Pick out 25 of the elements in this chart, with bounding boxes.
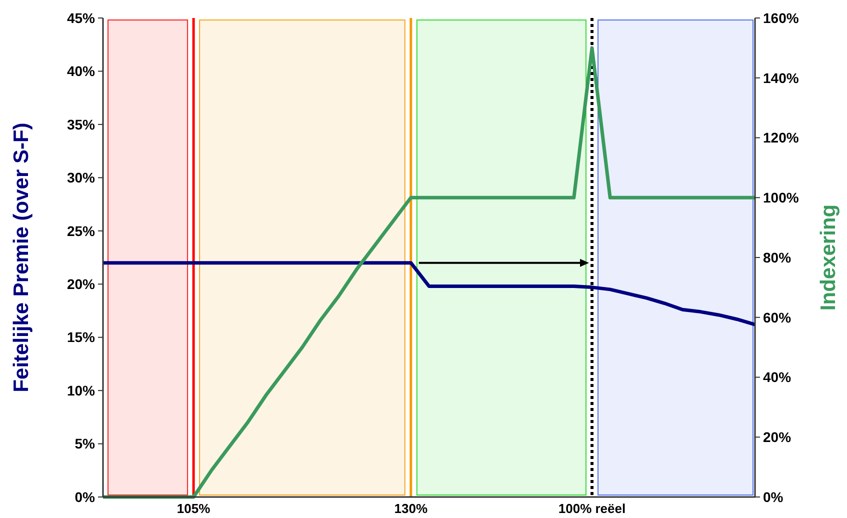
y2-tick-label: 0% — [763, 488, 784, 505]
y-axis-title: Feitelijke Premie (over S-F) — [10, 122, 33, 392]
y-tick-label: 15% — [66, 329, 96, 346]
y2-tick-label: 80% — [763, 249, 792, 266]
y2-tick-label: 160% — [763, 10, 800, 26]
y-tick-label: 20% — [66, 276, 96, 292]
y2-tick-label: 20% — [763, 429, 792, 446]
y-tick-label: 0% — [74, 488, 96, 505]
y-tick-label: 45% — [66, 10, 96, 26]
y2-tick-label: 120% — [763, 130, 800, 146]
y2-tick-label: 40% — [763, 369, 792, 386]
y-tick-label: 10% — [66, 382, 96, 398]
y-tick-label: 30% — [66, 170, 96, 186]
y2-axis-title: Indexering — [817, 204, 840, 311]
x-tick-label: 130% — [394, 501, 428, 516]
y2-tick-label: 60% — [763, 309, 792, 326]
y2-tick-label: 140% — [763, 70, 800, 86]
y-tick-label: 40% — [66, 63, 96, 80]
y-tick-label: 35% — [66, 116, 96, 132]
y2-tick-label: 100% — [763, 190, 800, 206]
y-tick-label: 5% — [74, 436, 96, 452]
y-tick-label: 25% — [66, 222, 96, 239]
line-series — [101, 261, 757, 326]
x-tick-label: 105% — [176, 501, 211, 516]
x-tick-label: 100% reëel — [558, 501, 626, 516]
